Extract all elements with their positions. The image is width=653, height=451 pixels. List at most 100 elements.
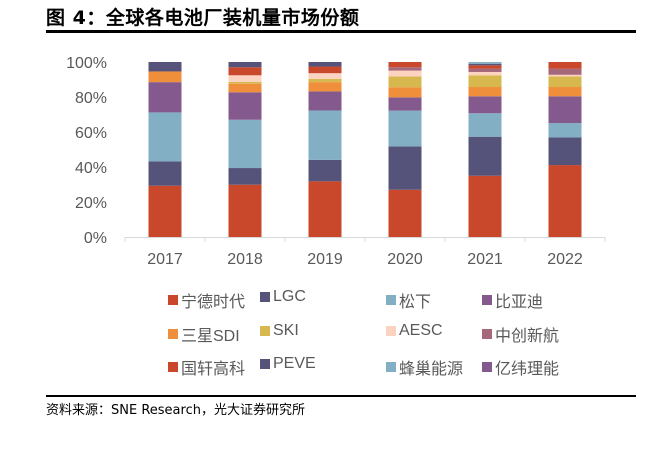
x-tick-label: 2022	[547, 251, 583, 268]
x-tick-label: 2019	[307, 251, 343, 268]
bar-segment	[308, 91, 342, 111]
bar-segment	[308, 82, 342, 92]
bar-segment	[388, 146, 422, 190]
figure-title: 图 4：全球各电池厂装机量市场份额	[46, 7, 360, 29]
legend-item: 国轩高科	[168, 355, 245, 379]
bar-segment	[148, 185, 182, 237]
legend-item: AESC	[386, 322, 443, 340]
bar-segment	[308, 73, 342, 79]
legend-item: 三星SDI	[168, 322, 240, 346]
y-tick-label: 100%	[66, 55, 107, 72]
legend-label: 中创新航	[495, 328, 560, 345]
legend-label: 国轩高科	[181, 361, 246, 378]
bar-segment	[548, 123, 582, 138]
bar-segment	[388, 67, 422, 71]
legend-label: 松下	[399, 294, 432, 311]
bar-segment	[468, 63, 502, 66]
legend-item: 亿纬理能	[482, 355, 559, 379]
bar-segment	[548, 68, 582, 75]
y-tick-label: 60%	[75, 125, 107, 142]
bar-segment	[228, 83, 262, 93]
bar-segment	[308, 62, 342, 67]
bar-segment	[548, 165, 582, 237]
bar-segment	[228, 81, 262, 84]
legend-swatch	[482, 295, 492, 305]
legend-label: 亿纬理能	[495, 361, 560, 378]
y-tick-label: 80%	[75, 90, 107, 107]
bar-segment	[468, 68, 502, 72]
source-note: 资料来源：SNE Research，光大证券研究所	[46, 403, 305, 418]
bar-segment	[548, 74, 582, 77]
bar-segment	[148, 112, 182, 162]
bar-segment	[388, 87, 422, 98]
legend-item: LGC	[260, 288, 306, 306]
bar-segment	[388, 110, 422, 147]
legend-label: SKI	[273, 322, 299, 339]
bar-segment	[228, 67, 262, 76]
legend-label: 宁德时代	[181, 294, 246, 311]
legend-item: 蜂巢能源	[386, 355, 463, 379]
bar-segment	[148, 82, 182, 113]
bar-segment	[308, 78, 342, 83]
legend-swatch	[168, 329, 178, 339]
legend-swatch	[482, 329, 492, 339]
bar-segment	[228, 168, 262, 185]
legend-label: 蜂巢能源	[399, 361, 464, 378]
bar-segment	[548, 62, 582, 69]
bar-segment	[148, 62, 182, 72]
legend-item: 松下	[386, 288, 431, 312]
title-rule	[46, 30, 636, 33]
legend-swatch	[386, 295, 396, 305]
legend-swatch	[168, 295, 178, 305]
legend-label: PEVE	[273, 355, 316, 372]
bar-segment	[468, 136, 502, 176]
legend-swatch	[386, 326, 396, 336]
source-rule	[46, 395, 636, 397]
bar-segment	[548, 87, 582, 97]
bar-segment	[548, 76, 582, 88]
bar-segment	[148, 161, 182, 186]
legend-item: SKI	[260, 322, 299, 340]
bar-segment	[228, 184, 262, 237]
bars-group	[148, 62, 582, 237]
legend-swatch	[386, 362, 396, 372]
y-tick-label: 20%	[75, 195, 107, 212]
legend-swatch	[168, 362, 178, 372]
bar-segment	[548, 96, 582, 124]
x-tick-label: 2020	[387, 251, 423, 268]
bar-segment	[468, 75, 502, 88]
bar-segment	[468, 71, 502, 76]
bar-segment	[308, 66, 342, 74]
bar-segment	[388, 76, 422, 88]
legend-label: AESC	[399, 322, 443, 339]
y-tick-label: 0%	[84, 230, 107, 247]
legend-item: 比亚迪	[482, 288, 543, 312]
bar-segment	[148, 71, 182, 83]
bar-segment	[308, 181, 342, 237]
bar-segment	[228, 92, 262, 120]
bar-segment	[468, 65, 502, 69]
bar-segment	[468, 113, 502, 137]
legend-label: LGC	[273, 288, 306, 305]
legend-label: 比亚迪	[495, 294, 544, 311]
y-axis: 0% 20% 40% 60% 80% 100%	[66, 55, 107, 247]
legend-label: 三星SDI	[181, 328, 240, 345]
legend-item: PEVE	[260, 355, 316, 373]
x-tick-label: 2017	[147, 251, 183, 268]
legend-swatch	[260, 326, 270, 336]
legend-swatch	[260, 359, 270, 369]
bar-segment	[228, 119, 262, 169]
legend-item: 宁德时代	[168, 288, 245, 312]
bar-segment	[228, 75, 262, 82]
bar-segment	[388, 70, 422, 77]
bar-segment	[308, 159, 342, 182]
bar-segment	[468, 62, 502, 64]
legend-swatch	[260, 292, 270, 302]
legend-swatch	[482, 362, 492, 372]
y-tick-label: 40%	[75, 160, 107, 177]
bar-segment	[388, 62, 422, 68]
x-axis: 2017 2018 2019 2020 2021 2022	[124, 237, 606, 268]
x-tick-label: 2018	[227, 251, 263, 268]
legend-item: 中创新航	[482, 322, 559, 346]
